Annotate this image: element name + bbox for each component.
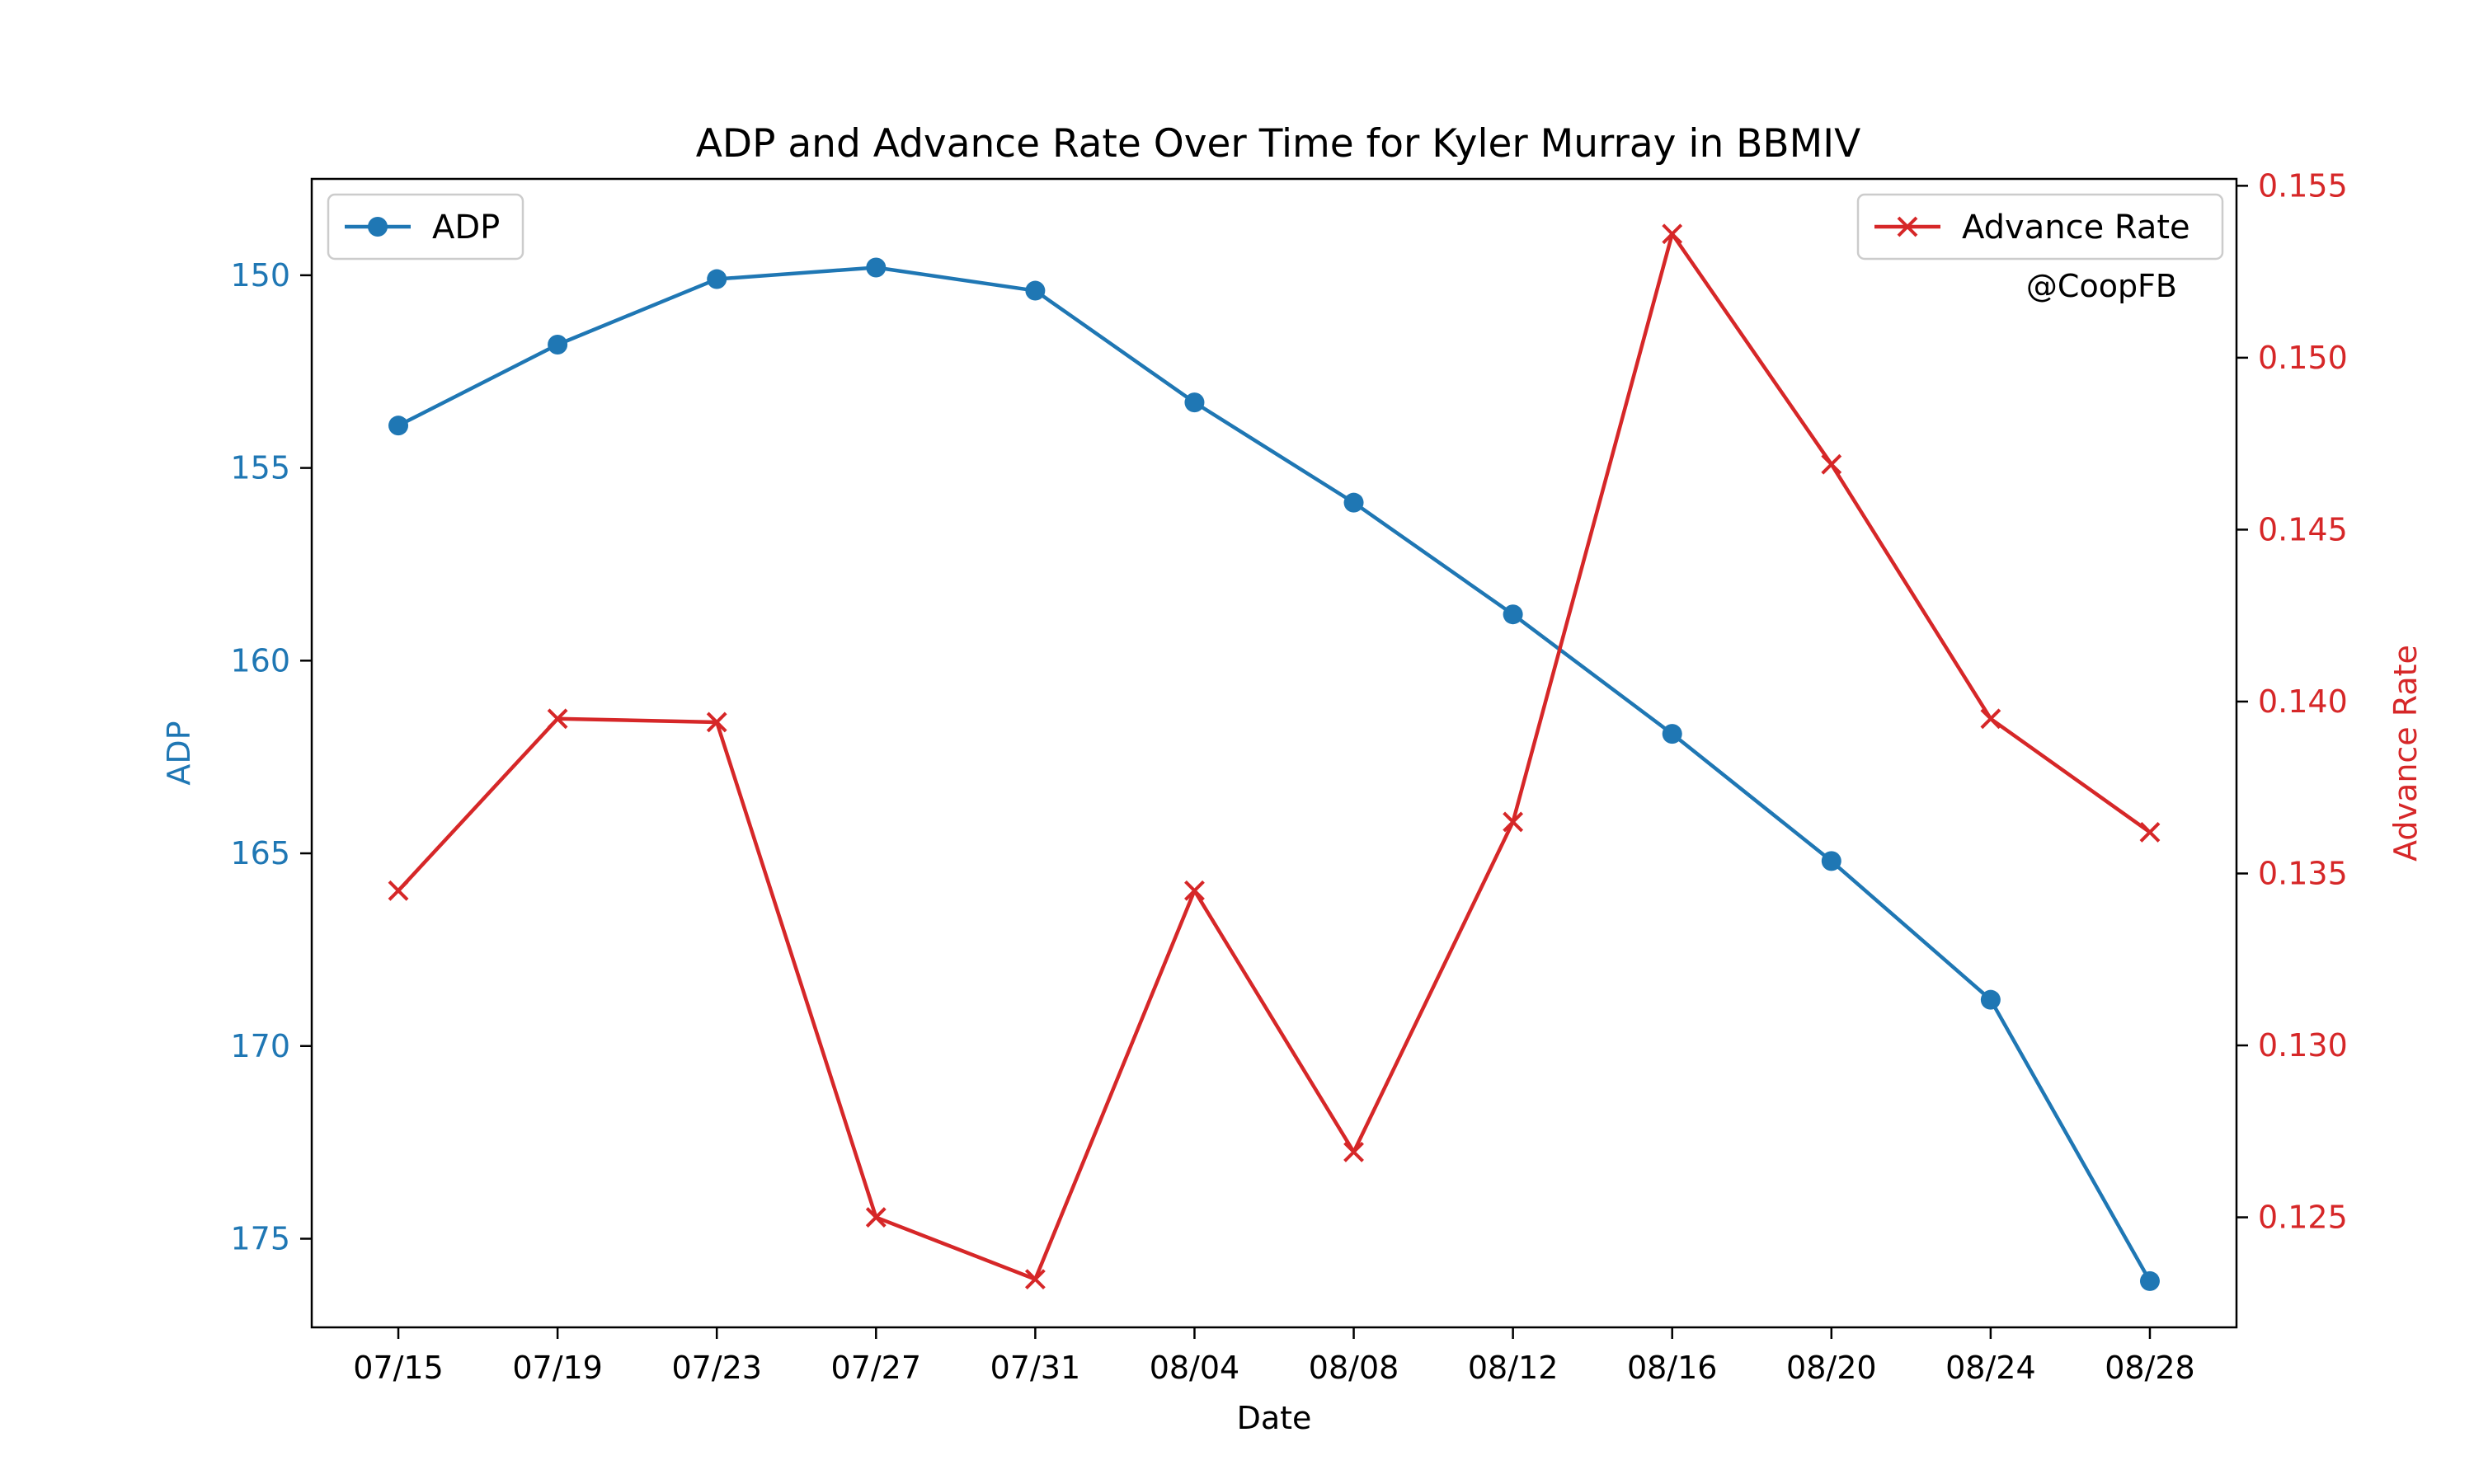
left-y-axis: 150 155 160 165 170 175 [230,257,312,1256]
left-y-axis-label: ADP [161,721,197,785]
plot-area [310,177,2238,1329]
x-tick-label: 08/24 [1945,1350,2036,1386]
x-axis: 07/15 07/19 07/23 07/27 07/31 08/04 08/08 08/12… [353,1327,2195,1386]
adp-point [866,257,887,278]
advance-rate-point [1980,708,2001,730]
x-tick-label: 08/12 [1468,1350,1559,1386]
legend-box [1856,193,2224,261]
adp-point [2139,1270,2160,1291]
advance-rate-point [1821,453,1842,475]
right-y-tick-label: 0.135 [2258,855,2348,891]
right-y-tick-label: 0.150 [2258,340,2348,376]
adp-line [397,265,2152,1283]
legend-adp: ADP [327,193,524,261]
legend-marker [1897,216,1918,237]
left-y-tick-label: 160 [230,642,290,679]
adp-point [1025,280,1046,301]
advance-rate-point [1184,880,1205,901]
right-y-tick-label: 0.155 [2258,167,2348,204]
left-y-tick-label: 170 [230,1028,290,1064]
adp-point [1821,851,1841,871]
x-tick-label: 08/20 [1786,1350,1877,1386]
left-y-tick-label: 175 [230,1220,290,1256]
advance-rate-point [388,880,409,901]
chart-title: ADP and Advance Rate Over Time for Kyler… [696,121,1860,167]
advance-rate-point [865,1207,887,1228]
right-y-axis-label: Advance Rate [2387,645,2424,862]
x-tick-label: 07/31 [990,1350,1081,1386]
x-axis-label: Date [1237,1400,1312,1436]
adp-point [1662,724,1682,744]
plot-frame [310,177,2238,1329]
legend-label: Advance Rate [1962,209,2190,247]
adp-point [1503,604,1523,625]
adp-point [1343,492,1364,513]
left-y-tick-label: 150 [230,257,290,294]
x-tick-label: 07/15 [353,1350,444,1386]
x-tick-label: 07/19 [512,1350,603,1386]
advance-rate-line [397,232,2152,1281]
right-y-tick-label: 0.145 [2258,511,2348,547]
x-tick-label: 08/08 [1309,1350,1399,1386]
adp-point [1980,989,2001,1010]
advance-rate-point [1662,223,1683,245]
legend-marker [368,217,388,237]
x-tick-label: 07/27 [831,1350,922,1386]
x-tick-label: 08/28 [2105,1350,2195,1386]
left-y-tick-label: 155 [230,450,290,486]
adp-point [1184,392,1205,413]
advance-rate-point [1024,1269,1046,1290]
right-y-tick-label: 0.140 [2258,683,2348,720]
x-tick-label: 07/23 [671,1350,762,1386]
advance-rate-point [1503,811,1524,833]
adp-point [548,335,568,355]
x-tick-label: 08/16 [1627,1350,1718,1386]
right-y-tick-label: 0.130 [2258,1027,2348,1064]
adp-point [388,416,409,436]
adp-point [707,269,727,289]
legend-label: ADP [432,209,500,247]
advance-rate-point [706,711,727,733]
x-tick-label: 08/04 [1150,1350,1240,1386]
legend-box [327,193,524,261]
advance-rate-point [1343,1141,1364,1162]
right-y-tick-label: 0.125 [2258,1200,2348,1236]
left-y-tick-label: 165 [230,835,290,871]
advance-rate-point [547,708,568,730]
watermark-annotation: @CoopFB [2026,268,2177,304]
legend-advance-rate: Advance Rate [1856,193,2224,261]
advance-rate-point [2139,822,2161,843]
right-y-axis: 0.125 0.130 0.135 0.140 0.145 0.150 0.155 [2236,167,2348,1236]
series-layer [388,223,2161,1291]
